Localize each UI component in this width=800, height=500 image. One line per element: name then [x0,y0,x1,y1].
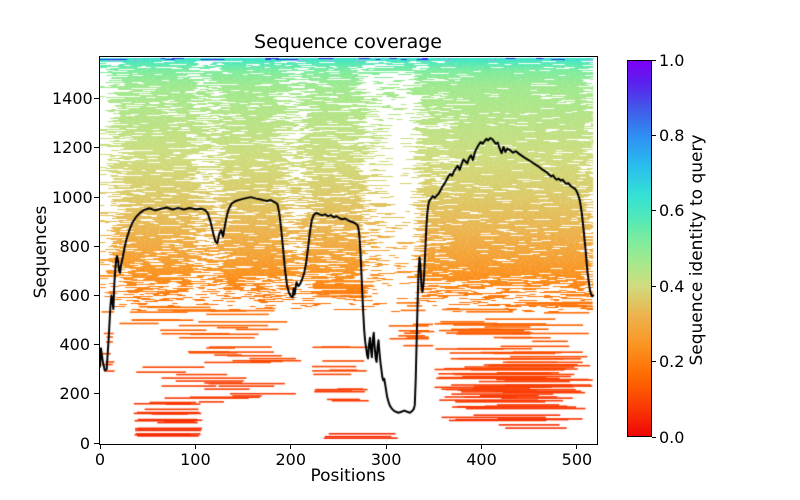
y-tick-label: 1000 [52,187,93,207]
y-tick-label: 600 [59,285,90,305]
colorbar-tick-label: 0.8 [659,125,685,145]
colorbar-tick [652,134,656,136]
x-tick-label: 400 [466,450,497,469]
colorbar-tick-label: 0.0 [659,427,685,447]
y-tick-label: 200 [59,384,90,404]
y-tick-label: 800 [59,236,90,256]
y-tick [94,393,99,395]
x-tick [481,444,483,449]
colorbar-tick [652,436,656,438]
y-axis-label: Sequences [31,205,51,299]
msa-coverage-plot [100,57,596,443]
x-tick-label: 200 [275,450,307,469]
colorbar-tick-label: 0.4 [659,276,685,296]
y-tick [94,294,99,296]
x-axis-label: Positions [310,466,386,486]
y-tick [94,344,99,346]
x-tick [385,444,387,449]
y-tick-label: 1200 [52,138,93,158]
y-tick [94,196,99,198]
y-tick-label: 0 [79,433,90,453]
x-tick [194,444,196,449]
plot-frame [99,56,598,445]
colorbar-tick [652,59,656,61]
x-tick-label: 100 [180,450,211,469]
x-tick-label: 500 [561,450,593,469]
y-tick-label: 1400 [52,89,93,109]
colorbar-tick [652,361,656,363]
y-tick [94,98,99,100]
y-tick [94,442,99,444]
colorbar-label: Sequence identity to query [687,134,707,366]
plot-title: Sequence coverage [254,31,442,53]
colorbar-tick-label: 1.0 [659,50,685,70]
x-tick-label: 300 [370,450,402,469]
y-tick [94,245,99,247]
x-tick [576,444,578,449]
colorbar-tick-label: 0.2 [659,352,685,372]
colorbar-tick [652,210,656,212]
colorbar-tick-label: 0.6 [659,201,685,221]
colorbar [627,60,652,437]
y-tick-label: 400 [59,335,90,355]
colorbar-tick [652,285,656,287]
y-tick [94,147,99,149]
x-tick [99,444,101,449]
x-tick-label: 0 [94,450,106,469]
x-tick [290,444,292,449]
